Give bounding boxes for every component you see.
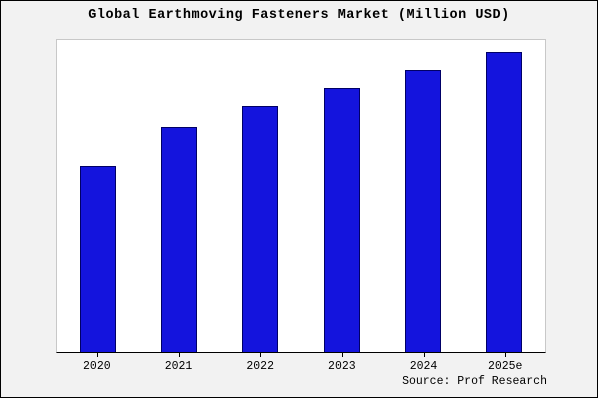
bar-slot-2022 — [220, 40, 301, 352]
x-label-text: 2022 — [246, 360, 274, 373]
x-axis-labels: 2020 2021 2022 2023 2024 2025e — [56, 353, 546, 375]
chart-title: Global Earthmoving Fasteners Market (Mil… — [88, 8, 510, 23]
plot-area — [56, 39, 546, 353]
bar-2025e — [486, 52, 523, 352]
bar-slot-2021 — [138, 40, 219, 352]
x-tick-mark — [423, 353, 425, 357]
bar-2023 — [323, 88, 360, 352]
bars-row — [57, 40, 545, 352]
x-tick-mark — [260, 353, 262, 357]
x-label-text: 2023 — [328, 360, 356, 373]
x-label-text: 2024 — [409, 360, 438, 373]
x-tick-label-2024: 2024 — [383, 353, 465, 375]
bar-2022 — [242, 106, 279, 352]
source-attribution: Source: Prof Research — [402, 375, 547, 388]
bar-2021 — [160, 127, 197, 352]
x-tick-mark — [178, 353, 180, 357]
x-label-text: 2021 — [164, 360, 193, 373]
x-tick-label-2021: 2021 — [138, 353, 220, 375]
bar-slot-2020 — [57, 40, 138, 352]
x-tick-label-2022: 2022 — [219, 353, 301, 375]
x-tick-label-2020: 2020 — [56, 353, 138, 375]
bar-slot-2024 — [382, 40, 463, 352]
bar-2024 — [404, 70, 441, 352]
x-label-text: 2025e — [487, 360, 523, 373]
x-tick-mark — [341, 353, 343, 357]
x-tick-mark — [505, 353, 507, 357]
x-tick-label-2023: 2023 — [301, 353, 383, 375]
bar-slot-2023 — [301, 40, 382, 352]
x-tick-label-2025e: 2025e — [464, 353, 546, 375]
bar-slot-2025e — [464, 40, 545, 352]
bar-2020 — [79, 166, 116, 352]
x-label-text: 2020 — [83, 360, 111, 373]
x-tick-mark — [96, 353, 98, 357]
